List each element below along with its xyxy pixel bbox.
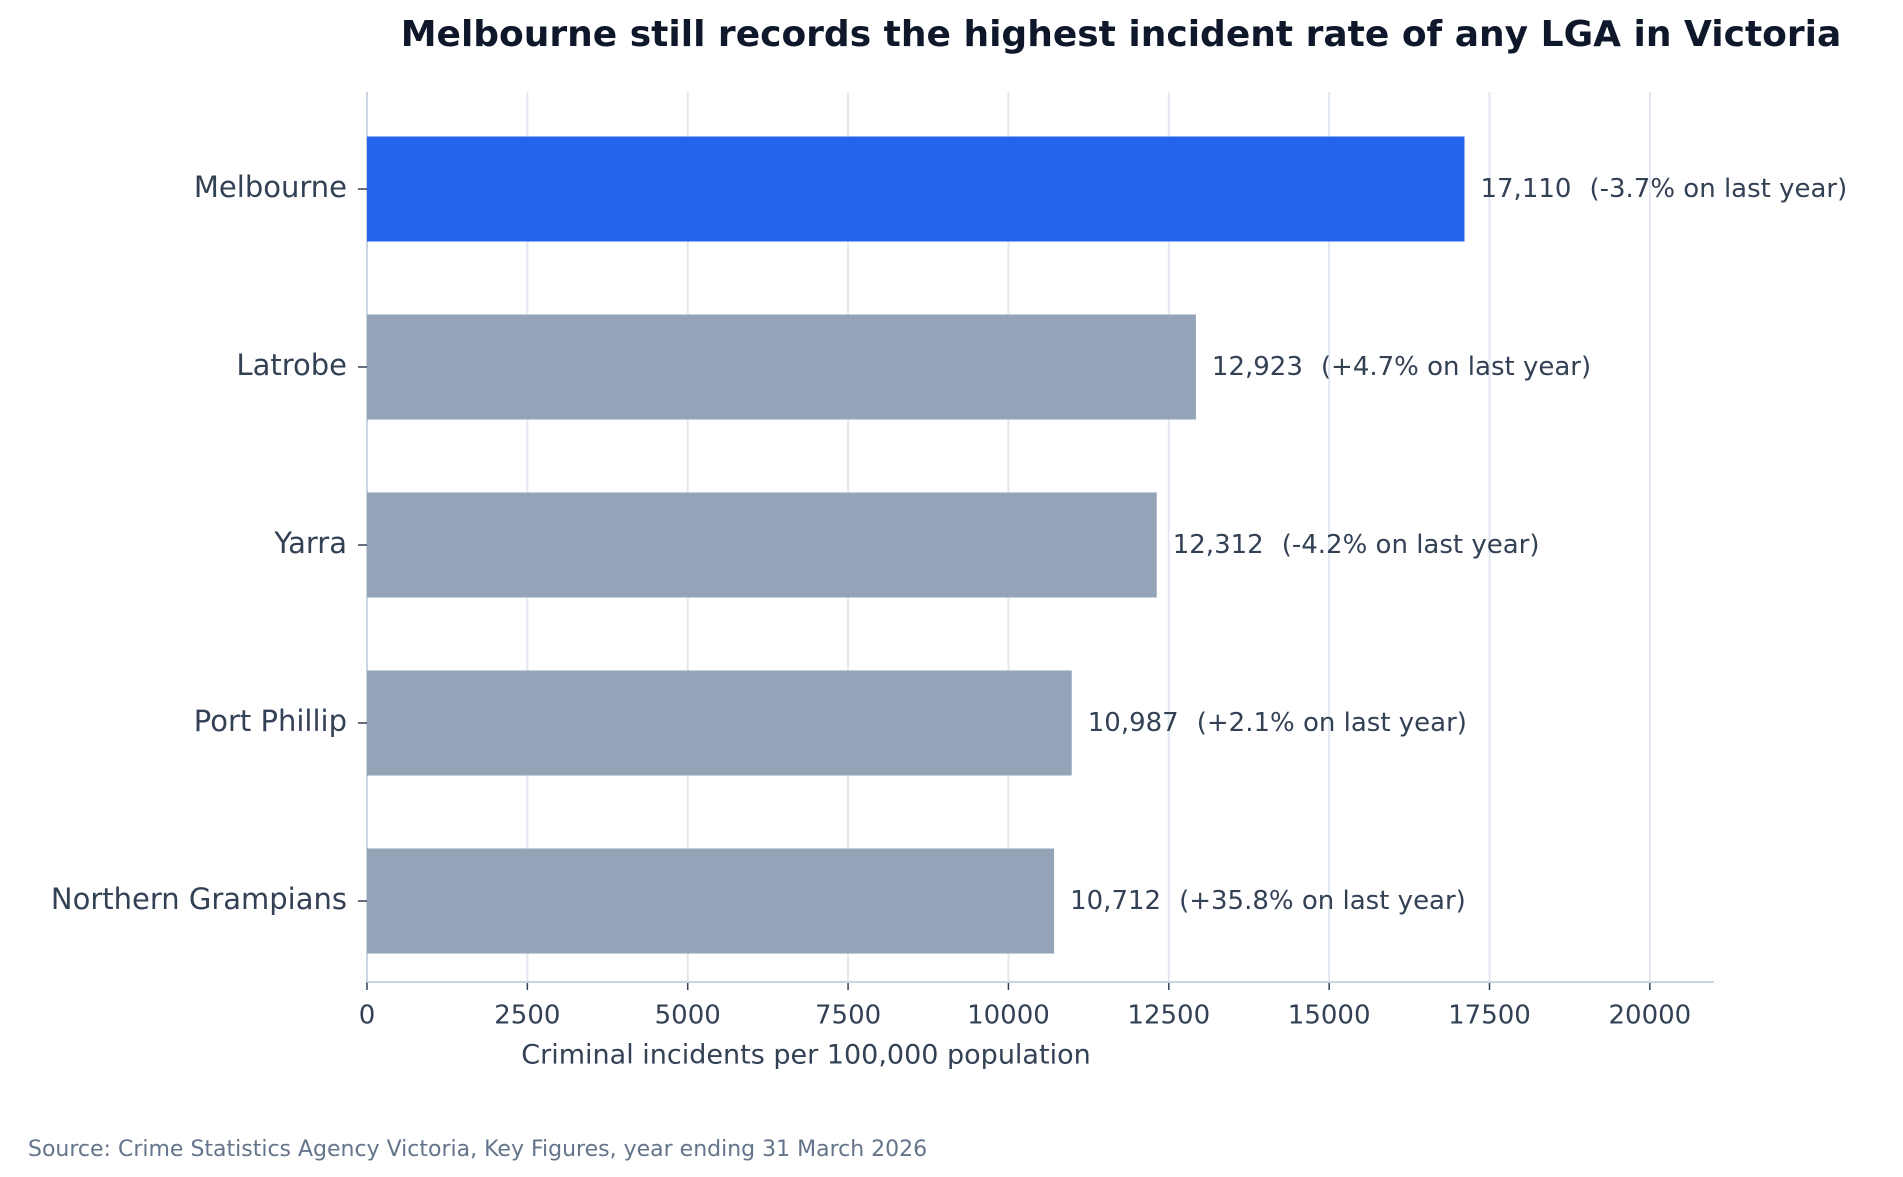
y-tick-label: Northern Grampians — [51, 882, 347, 916]
source-note: Source: Crime Statistics Agency Victoria… — [28, 1137, 927, 1162]
data-label: 12,923 (+4.7% on last year) — [1212, 352, 1591, 382]
bar — [367, 670, 1072, 776]
x-axis-label: Criminal incidents per 100,000 populatio… — [521, 1040, 1090, 1071]
y-tick-label: Yarra — [273, 526, 347, 560]
x-tick-label: 2500 — [494, 1001, 560, 1031]
bar — [367, 314, 1196, 420]
x-tick-label: 5000 — [655, 1001, 721, 1031]
x-tick-label: 12500 — [1127, 1001, 1210, 1031]
data-label: 10,712 (+35.8% on last year) — [1070, 886, 1466, 916]
x-tick-label: 0 — [359, 1001, 376, 1031]
y-tick-label: Port Phillip — [194, 704, 347, 738]
data-label: 12,312 (-4.2% on last year) — [1173, 530, 1540, 560]
data-label: 17,110 (-3.7% on last year) — [1480, 174, 1847, 204]
change-annotation: (+4.7% on last year) — [1321, 352, 1591, 382]
change-annotation: (+2.1% on last year) — [1197, 708, 1467, 738]
value-label: 10,712 — [1070, 886, 1161, 916]
x-tick-label: 20000 — [1608, 1001, 1691, 1031]
bar — [367, 136, 1465, 242]
x-tick-label: 10000 — [967, 1001, 1050, 1031]
data-label: 10,987 (+2.1% on last year) — [1088, 708, 1467, 738]
value-label: 10,987 — [1088, 708, 1179, 738]
value-label: 12,923 — [1212, 352, 1303, 382]
change-annotation: (-4.2% on last year) — [1282, 530, 1540, 560]
x-tick-label: 17500 — [1448, 1001, 1531, 1031]
value-label: 12,312 — [1173, 530, 1264, 560]
y-tick-label: Latrobe — [236, 348, 347, 382]
bar — [367, 848, 1055, 954]
chart-title: Melbourne still records the highest inci… — [401, 14, 1842, 55]
y-tick-label: Melbourne — [194, 170, 347, 204]
change-annotation: (-3.7% on last year) — [1589, 174, 1847, 204]
x-tick-label: 7500 — [815, 1001, 881, 1031]
bar — [367, 492, 1157, 598]
value-label: 17,110 — [1480, 174, 1571, 204]
change-annotation: (+35.8% on last year) — [1179, 886, 1466, 916]
x-tick-label: 15000 — [1288, 1001, 1371, 1031]
